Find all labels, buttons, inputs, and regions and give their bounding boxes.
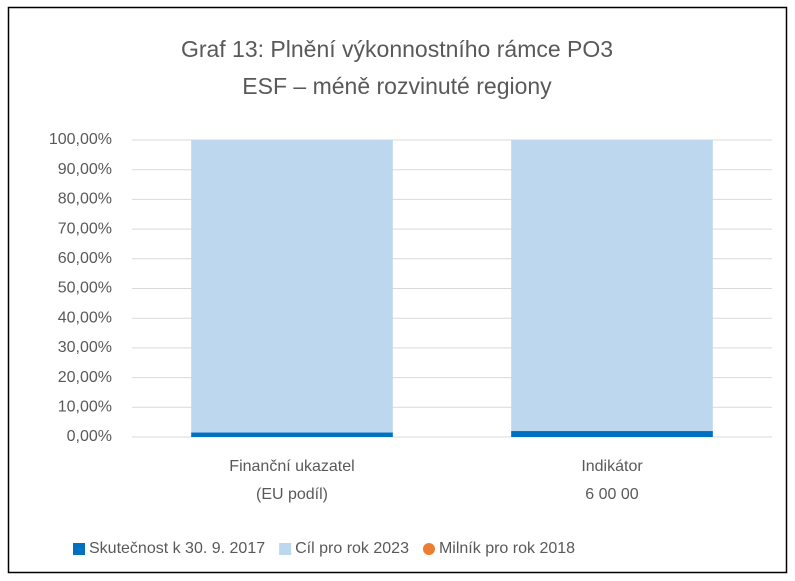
chart-title: Graf 13: Plnění výkonnostního rámce PO3 xyxy=(181,36,613,62)
x-tick-label: Indikátor xyxy=(581,458,643,475)
legend-label: Cíl pro rok 2023 xyxy=(295,540,409,557)
bar xyxy=(191,432,393,437)
bar xyxy=(511,140,713,437)
legend-marker xyxy=(422,543,435,555)
y-tick-label: 30,00% xyxy=(58,339,112,356)
legend-label: Milník pro rok 2018 xyxy=(439,540,575,557)
bar xyxy=(511,431,713,437)
y-tick-label: 0,00% xyxy=(67,428,112,445)
y-tick-label: 10,00% xyxy=(58,399,112,416)
y-tick-label: 40,00% xyxy=(58,309,112,326)
y-tick-label: 80,00% xyxy=(58,191,112,208)
bar xyxy=(191,140,393,437)
legend-label: Skutečnost k 30. 9. 2017 xyxy=(89,540,265,557)
y-tick-label: 100,00% xyxy=(49,131,112,148)
legend-marker xyxy=(279,543,292,555)
legend-marker xyxy=(73,543,85,555)
x-tick-label: 6 00 00 xyxy=(585,486,638,503)
x-tick-label: (EU podíl) xyxy=(256,486,328,503)
y-tick-label: 50,00% xyxy=(58,280,112,297)
y-tick-label: 20,00% xyxy=(58,369,112,386)
y-tick-label: 90,00% xyxy=(58,161,112,178)
y-tick-label: 60,00% xyxy=(58,250,112,267)
chart-title: ESF – méně rozvinuté regiony xyxy=(242,73,552,99)
y-tick-label: 70,00% xyxy=(58,220,112,237)
x-tick-label: Finanční ukazatel xyxy=(229,458,354,475)
